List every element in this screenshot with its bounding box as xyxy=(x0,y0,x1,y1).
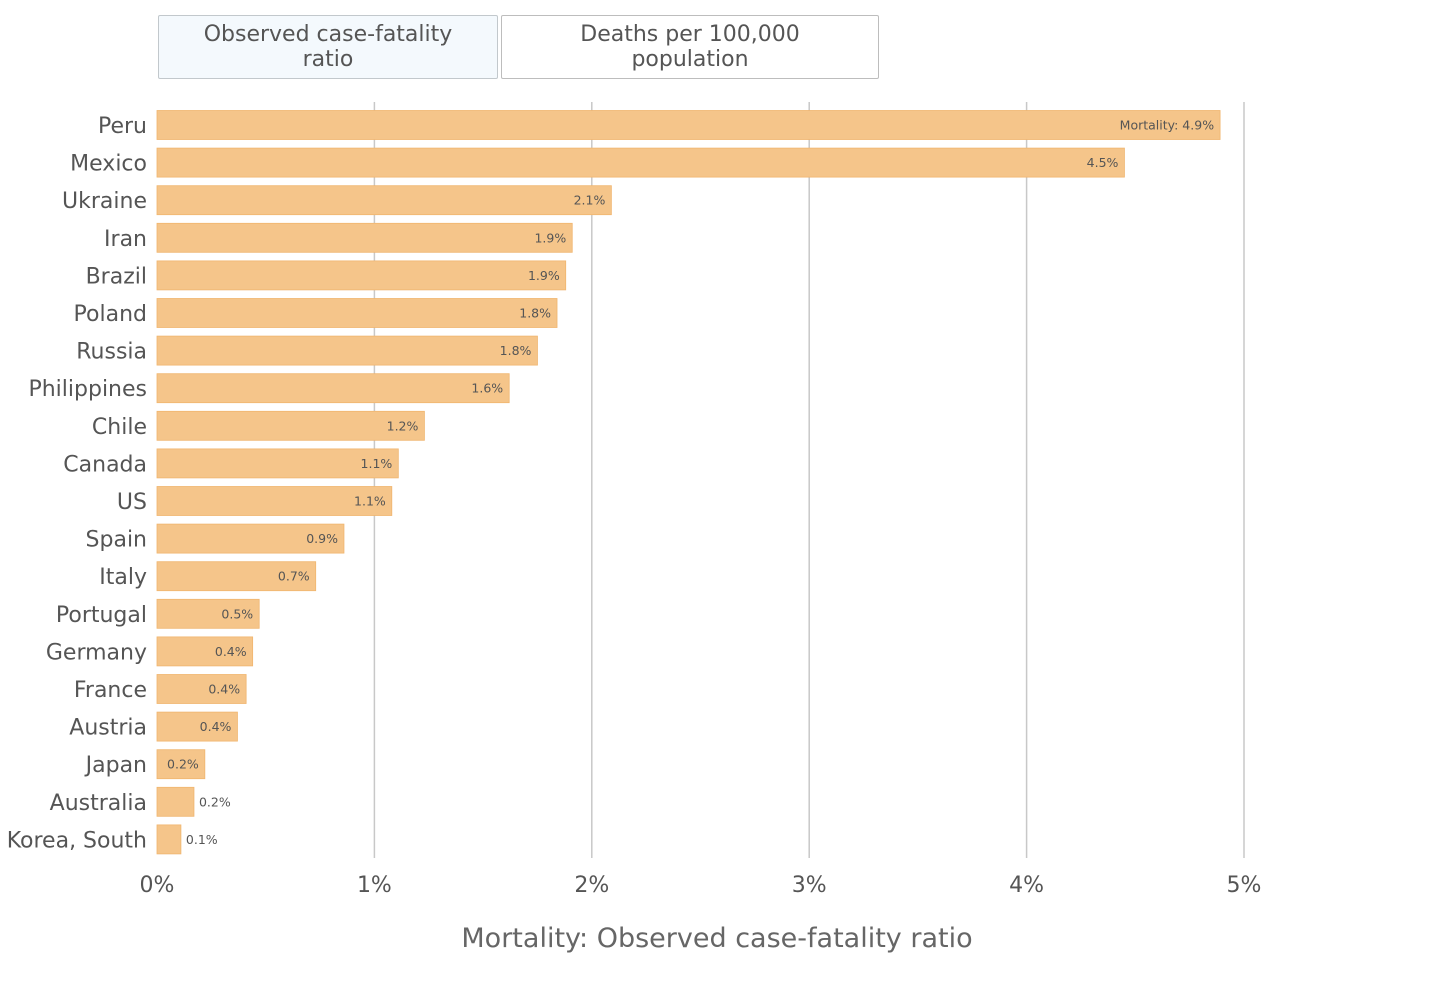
category-label: Poland xyxy=(74,302,147,327)
x-tick-label: 0% xyxy=(140,873,175,898)
category-label: Spain xyxy=(86,528,147,553)
data-label: 1.8% xyxy=(519,306,551,321)
data-label: 0.7% xyxy=(278,569,310,584)
data-label: 1.1% xyxy=(361,456,393,471)
data-label: 0.2% xyxy=(199,794,231,809)
category-label: Germany xyxy=(46,640,147,665)
bar[interactable] xyxy=(156,636,254,667)
gridlines xyxy=(373,102,1245,858)
bar[interactable] xyxy=(156,110,1221,140)
x-tick-label: 1% xyxy=(357,873,392,898)
bar[interactable] xyxy=(156,598,260,629)
x-axis-ticks: 0% 1% 2% 3% 4% 5% xyxy=(140,873,1262,898)
category-label: Ukraine xyxy=(62,189,147,214)
data-label: 1.6% xyxy=(471,381,503,396)
data-label: 1.2% xyxy=(387,418,419,433)
bar[interactable] xyxy=(156,561,317,592)
data-label: 0.1% xyxy=(186,832,218,847)
category-label: Chile xyxy=(92,415,147,440)
category-labels: Peru Mexico Ukraine Iran Brazil Poland Russia P… xyxy=(7,114,147,853)
category-label: Japan xyxy=(84,753,147,778)
data-label: 1.1% xyxy=(354,494,386,509)
category-label: US xyxy=(117,490,147,515)
bar[interactable] xyxy=(156,674,247,704)
data-label: 2.1% xyxy=(574,193,606,208)
data-label: Mortality: 4.9% xyxy=(1120,118,1215,133)
category-label: Canada xyxy=(63,452,147,477)
data-label: 0.2% xyxy=(167,757,199,772)
tab-deaths-per-100k[interactable]: Deaths per 100,000 population xyxy=(501,15,879,79)
category-label: Philippines xyxy=(28,377,147,402)
data-label: 0.9% xyxy=(306,531,338,546)
bar[interactable] xyxy=(156,185,612,216)
bar[interactable] xyxy=(156,298,558,328)
category-label: Mexico xyxy=(70,152,147,177)
data-label: 1.8% xyxy=(500,343,532,358)
x-tick-label: 2% xyxy=(574,873,609,898)
category-label: Portugal xyxy=(56,603,147,628)
x-tick-label: 3% xyxy=(792,873,827,898)
data-label: 0.5% xyxy=(221,606,253,621)
data-label: 0.4% xyxy=(215,644,247,659)
x-tick-label: 4% xyxy=(1009,873,1044,898)
bar[interactable] xyxy=(156,749,206,780)
bars: Mortality: 4.9% 4.5% 2.1% 1.9% 1.9% 1.8% 1.8% 1… xyxy=(156,110,1221,855)
data-label: 0.4% xyxy=(200,719,232,734)
x-axis-title: Mortality: Observed case-fatality ratio xyxy=(461,923,972,954)
category-label: France xyxy=(74,678,147,703)
view-toggle: Observed case-fatality ratio Deaths per … xyxy=(158,15,882,79)
category-label: Iran xyxy=(104,227,147,252)
bar[interactable] xyxy=(156,222,573,253)
x-tick-label: 5% xyxy=(1227,873,1262,898)
bar[interactable] xyxy=(156,824,182,855)
category-label: Italy xyxy=(99,565,147,590)
category-label: Brazil xyxy=(86,264,147,289)
bar[interactable] xyxy=(156,410,425,441)
data-label: 0.4% xyxy=(208,682,240,697)
category-label: Russia xyxy=(76,340,147,365)
bar[interactable] xyxy=(156,260,567,291)
category-label: Korea, South xyxy=(7,828,147,853)
bar[interactable] xyxy=(156,147,1125,178)
bar[interactable] xyxy=(156,786,195,817)
bar[interactable] xyxy=(156,486,393,516)
data-label: 1.9% xyxy=(534,230,566,245)
bar[interactable] xyxy=(156,373,510,404)
bar[interactable] xyxy=(156,523,345,554)
bar[interactable] xyxy=(156,335,538,366)
data-label: 1.9% xyxy=(528,268,560,283)
category-label: Australia xyxy=(50,791,147,816)
tab-case-fatality-ratio[interactable]: Observed case-fatality ratio xyxy=(158,15,498,79)
bar[interactable] xyxy=(156,711,238,742)
category-label: Austria xyxy=(69,716,147,741)
bar[interactable] xyxy=(156,448,399,479)
category-label: Peru xyxy=(98,114,147,139)
data-label: 4.5% xyxy=(1087,155,1119,170)
